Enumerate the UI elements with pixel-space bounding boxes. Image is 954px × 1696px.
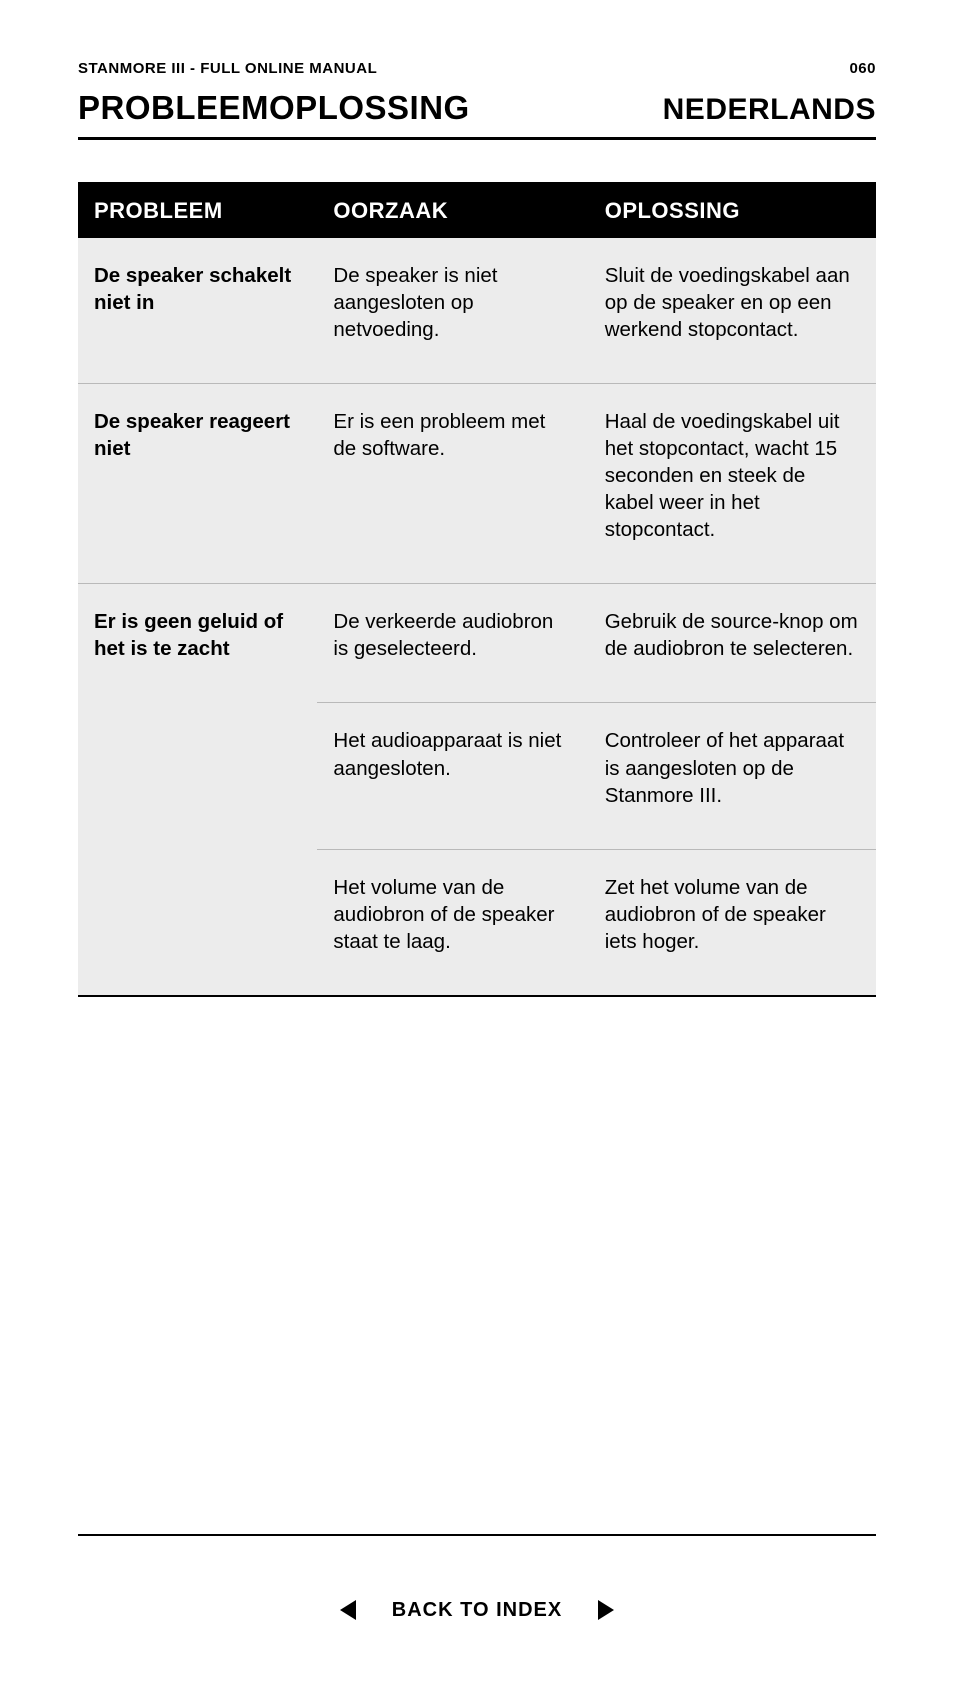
cell-problem-empty xyxy=(78,702,317,848)
col-header-problem: PROBLEEM xyxy=(78,184,317,238)
triangle-right-icon xyxy=(598,1600,614,1620)
col-header-solution: OPLOSSING xyxy=(589,184,876,238)
cell-solution: Gebruik de source-knop om de audiobron t… xyxy=(589,584,876,702)
doc-title: STANMORE III - FULL ONLINE MANUAL xyxy=(78,60,377,77)
back-to-index-link[interactable]: BACK TO INDEX xyxy=(392,1599,562,1622)
cell-problem: De speaker schakelt niet in xyxy=(78,238,317,383)
cell-cause: Het volume van de audiobron of de speake… xyxy=(317,849,588,995)
cell-solution: Controleer of het apparaat is aangeslote… xyxy=(589,702,876,848)
top-meta: STANMORE III - FULL ONLINE MANUAL 060 xyxy=(78,60,876,77)
cell-solution: Sluit de voedingskabel aan op de speaker… xyxy=(589,238,876,383)
next-page-button[interactable] xyxy=(592,1594,620,1626)
table-body: De speaker schakelt niet in De speaker i… xyxy=(78,238,876,995)
cell-problem: Er is geen geluid of het is te zacht xyxy=(78,584,317,702)
footer-rule xyxy=(78,1534,876,1536)
language-label: NEDERLANDS xyxy=(663,93,876,127)
table-header-row: PROBLEEM OORZAAK OPLOSSING xyxy=(78,184,876,238)
footer-nav: BACK TO INDEX xyxy=(0,1594,954,1626)
cell-cause: Er is een probleem met de software. xyxy=(317,384,588,583)
table-row: De speaker schakelt niet in De speaker i… xyxy=(78,238,876,383)
manual-page: STANMORE III - FULL ONLINE MANUAL 060 PR… xyxy=(0,0,954,1696)
page-number: 060 xyxy=(849,60,876,77)
cell-cause: Het audioapparaat is niet aangesloten. xyxy=(317,702,588,848)
table-row: Het audioapparaat is niet aangesloten. C… xyxy=(78,702,876,848)
table-row: Er is geen geluid of het is te zacht De … xyxy=(78,583,876,702)
col-header-cause: OORZAAK xyxy=(317,184,588,238)
cell-solution: Zet het volume van de audiobron of de sp… xyxy=(589,849,876,995)
cell-cause: De verkeerde audiobron is geselecteerd. xyxy=(317,584,588,702)
triangle-left-icon xyxy=(340,1600,356,1620)
title-row: PROBLEEMOPLOSSING NEDERLANDS xyxy=(78,89,876,140)
cell-problem-empty xyxy=(78,849,317,995)
troubleshooting-table: PROBLEEM OORZAAK OPLOSSING De speaker sc… xyxy=(78,182,876,997)
table-row: De speaker reageert niet Er is een probl… xyxy=(78,383,876,583)
cell-cause: De speaker is niet aangesloten op netvoe… xyxy=(317,238,588,383)
section-title: PROBLEEMOPLOSSING xyxy=(78,89,470,127)
prev-page-button[interactable] xyxy=(334,1594,362,1626)
table-row: Het volume van de audiobron of de speake… xyxy=(78,849,876,995)
cell-solution: Haal de voedingskabel uit het stopcontac… xyxy=(589,384,876,583)
cell-problem: De speaker reageert niet xyxy=(78,384,317,583)
